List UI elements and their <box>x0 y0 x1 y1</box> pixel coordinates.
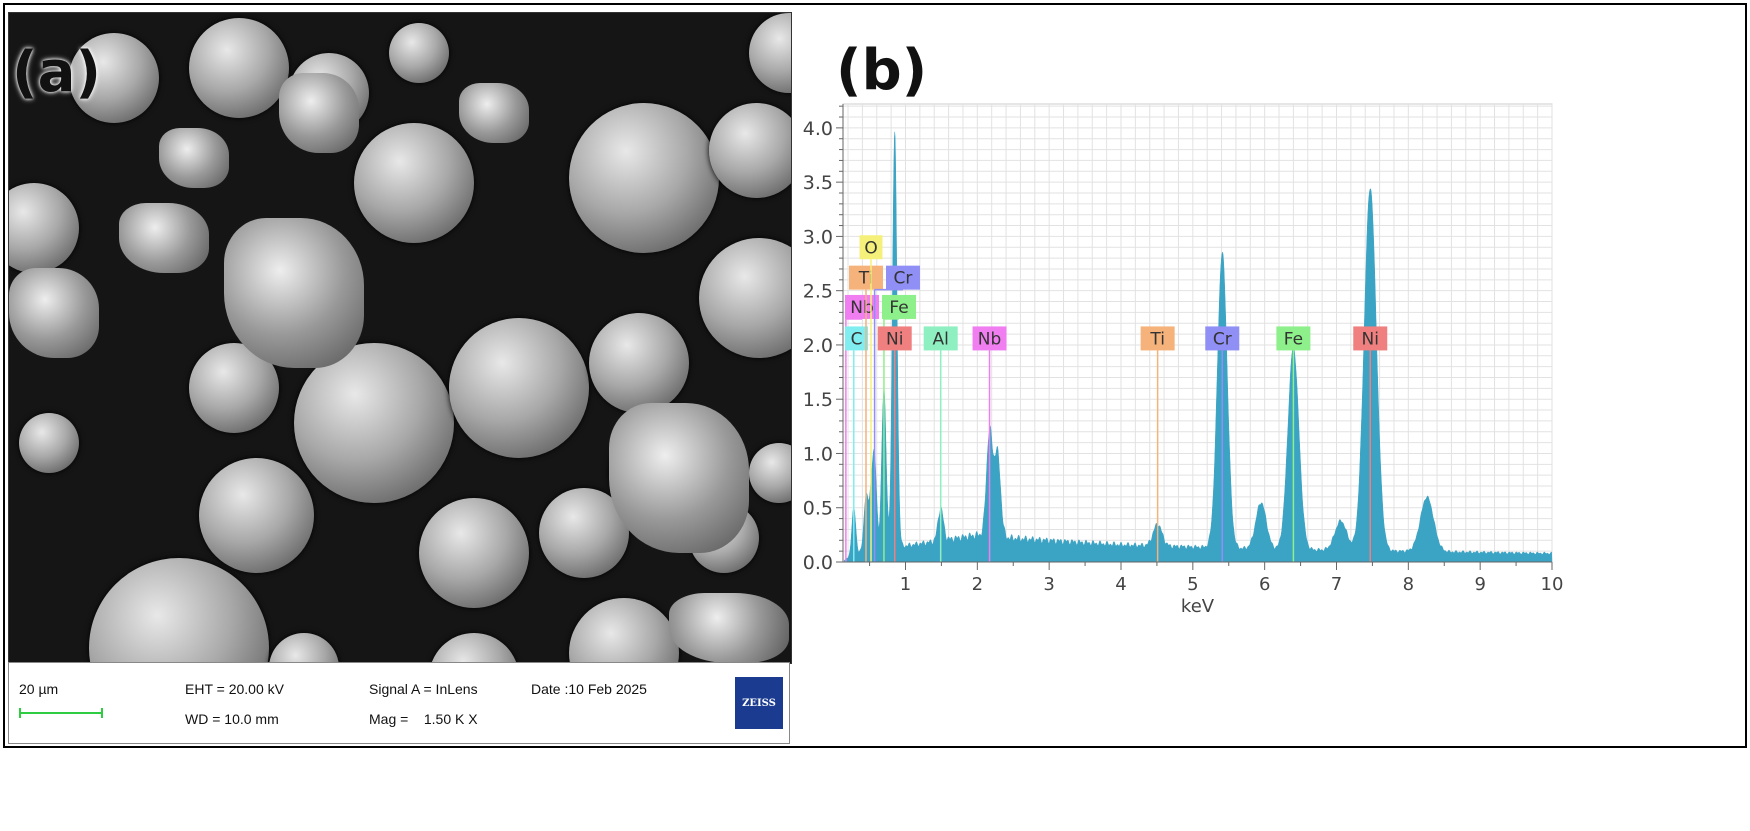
y-tick-label: 0.5 <box>803 498 833 520</box>
wd-value: WD = 10.0 mm <box>185 711 279 727</box>
powder-particle <box>269 633 339 663</box>
element-marker-box <box>1140 326 1175 351</box>
sem-micrograph <box>8 12 792 664</box>
powder-particle <box>189 18 289 118</box>
zeiss-logo: ZEISS <box>735 677 783 729</box>
element-marker-label: Ni <box>886 329 903 349</box>
powder-particle <box>569 103 719 253</box>
panel-b-label: (b) <box>836 38 928 103</box>
x-tick-label: 5 <box>1187 574 1198 595</box>
x-tick-label: 7 <box>1331 574 1342 595</box>
powder-particle <box>389 23 449 83</box>
y-tick-label: 1.0 <box>803 443 833 465</box>
powder-particle <box>749 13 791 93</box>
irregular-particle <box>459 83 529 143</box>
x-tick-label: 8 <box>1403 574 1414 595</box>
y-tick-label: 0.0 <box>803 552 833 574</box>
element-marker-label: Nb <box>850 298 874 318</box>
y-tick-label: 4.0 <box>803 118 833 140</box>
element-marker-label: Fe <box>889 298 908 318</box>
element-marker-box <box>859 235 883 260</box>
powder-particle <box>89 558 269 663</box>
date-value: Date :10 Feb 2025 <box>531 681 647 697</box>
element-marker-box <box>923 326 958 351</box>
element-marker-box <box>885 265 920 290</box>
irregular-particle <box>669 593 789 663</box>
figure-frame <box>3 3 1747 748</box>
x-tick-label: 2 <box>972 574 983 595</box>
irregular-particle <box>119 203 209 273</box>
powder-particle <box>294 343 454 503</box>
element-marker-box <box>972 326 1007 351</box>
irregular-particle <box>159 128 229 188</box>
x-tick-label: 9 <box>1474 574 1485 595</box>
element-marker-box <box>882 294 916 319</box>
powder-particle <box>449 318 589 458</box>
powder-particle <box>429 633 519 663</box>
powder-particle <box>354 123 474 243</box>
eds-spectrum-chart: Nb C Ti O Cr Fe Ni Al Nb Ti Cr Fe Ni 0.0 0.5 1.0 1.5 2.0 2… <box>803 103 1564 617</box>
powder-particle <box>709 103 791 198</box>
scale-bar <box>19 708 103 718</box>
element-marker-label: Al <box>933 329 949 349</box>
powder-particle <box>9 183 79 273</box>
element-marker-box <box>848 265 883 290</box>
element-marker-box <box>1205 326 1240 351</box>
signal-value: Signal A = InLens <box>369 681 478 697</box>
element-marker-label: C <box>851 329 863 349</box>
x-axis-label: keV <box>1181 596 1215 617</box>
element-marker-box <box>1353 326 1388 351</box>
y-tick-label: 2.0 <box>803 335 833 357</box>
x-tick-label: 1 <box>900 574 911 595</box>
element-marker-label: Ni <box>1362 329 1379 349</box>
y-tick-label: 1.5 <box>803 389 833 411</box>
powder-particle <box>69 33 159 123</box>
element-marker-box <box>845 326 868 351</box>
element-marker-label: Nb <box>978 329 1002 349</box>
x-tick-label: 4 <box>1115 574 1126 595</box>
spectrum-area <box>843 131 1553 563</box>
powder-particle <box>199 458 314 573</box>
element-marker-label: O <box>864 238 877 258</box>
powder-particle <box>699 238 791 358</box>
irregular-particle <box>224 218 364 368</box>
element-marker-label: Cr <box>1213 329 1232 349</box>
sem-info-bar: 20 µm EHT = 20.00 kV WD = 10.0 mm Signal… <box>8 662 790 744</box>
powder-particle <box>569 598 679 663</box>
eht-value: EHT = 20.00 kV <box>185 681 284 697</box>
element-marker-box <box>877 326 912 351</box>
irregular-particle <box>279 73 359 153</box>
powder-particle <box>589 313 689 413</box>
powder-particle <box>419 498 529 608</box>
irregular-particle <box>609 403 749 553</box>
element-marker-label: Ti <box>1149 329 1165 349</box>
scale-label: 20 µm <box>19 681 59 697</box>
panel-a-label: (a) <box>12 40 101 105</box>
y-tick-label: 3.0 <box>803 226 833 248</box>
element-marker-box <box>1276 326 1311 351</box>
powder-particle <box>19 413 79 473</box>
powder-particle <box>749 443 791 503</box>
x-tick-label: 3 <box>1043 574 1054 595</box>
element-marker-label: Cr <box>894 269 913 289</box>
element-marker-box <box>845 294 879 319</box>
y-tick-label: 3.5 <box>803 172 833 194</box>
y-tick-label: 2.5 <box>803 281 833 303</box>
x-tick-label: 10 <box>1541 574 1564 595</box>
element-marker-label: Fe <box>1284 329 1303 349</box>
x-tick-label: 6 <box>1259 574 1270 595</box>
mag-value: Mag = 1.50 K X <box>369 711 478 727</box>
irregular-particle <box>9 268 99 358</box>
element-marker-label: Ti <box>858 269 874 289</box>
